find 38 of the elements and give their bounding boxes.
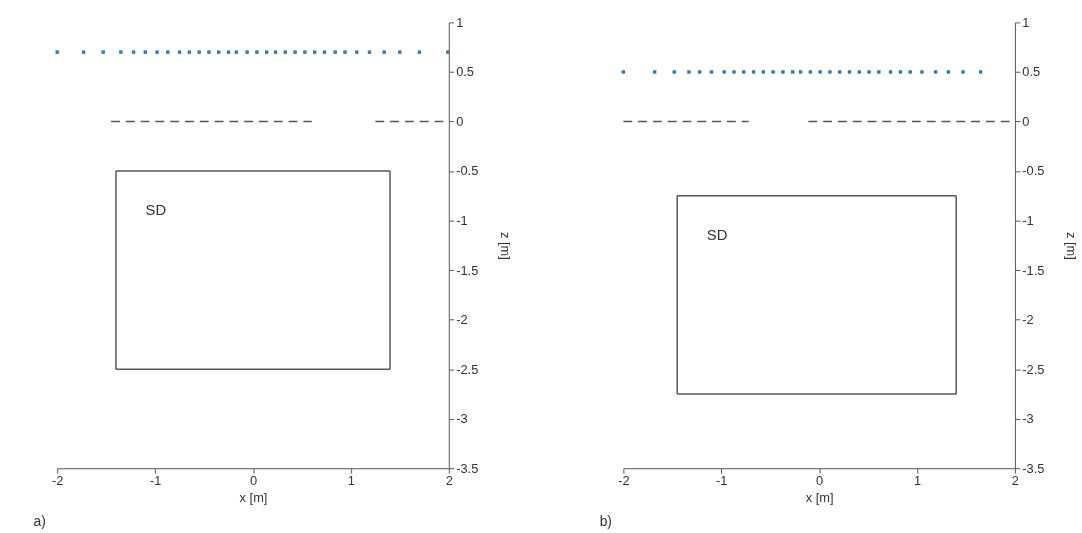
y-tick-label: -1.5: [1022, 262, 1045, 278]
y-tick-label: -3.5: [1022, 460, 1045, 476]
x-tick-label: 0: [816, 473, 824, 489]
x-tick-label: -2: [52, 473, 64, 489]
y-tick-label: -3.5: [456, 460, 479, 476]
y-tick-label: -3: [456, 411, 468, 427]
y-tick-label: -1: [456, 213, 468, 228]
x-tick-label: 1: [347, 473, 355, 489]
y-tick-label: 0.5: [456, 64, 474, 80]
annotation: SD: [145, 202, 167, 219]
y-tick-label: -3: [1022, 411, 1034, 427]
y-tick-label: -0.5: [1022, 163, 1045, 179]
text: b): [599, 514, 612, 530]
x-tick-label: -2: [618, 473, 630, 489]
y-tick-label: 0: [1022, 113, 1030, 129]
y-tick-label: -1: [1022, 213, 1034, 228]
y-tick-label: 0.5: [1022, 64, 1041, 80]
x-tick-label: 2: [445, 473, 453, 489]
text: a): [33, 514, 46, 530]
y-tick-label: 1: [456, 14, 464, 30]
y-tick-label: 1: [1022, 14, 1030, 30]
y-tick-label: -0.5: [456, 163, 479, 179]
x-axis-title: x [m]: [239, 490, 268, 506]
x-tick-label: -1: [149, 473, 162, 489]
x-tick-label: 1: [913, 473, 922, 489]
y-tick-label: 0: [456, 113, 464, 129]
y-tick-label: -2: [456, 312, 468, 328]
x-axis-title: x [m]: [805, 490, 834, 506]
y-tick-label: -2.5: [456, 361, 479, 377]
x-tick-label: -1: [716, 473, 728, 489]
y-axis-title: z [m]: [1064, 231, 1080, 260]
y-tick-label: -2.5: [1022, 361, 1045, 377]
annotation: SD: [706, 227, 728, 244]
y-tick-label: -1.5: [456, 262, 479, 278]
y-tick-label: -2: [1022, 312, 1034, 328]
y-axis-title: z [m]: [497, 231, 513, 260]
x-tick-label: 2: [1011, 473, 1019, 489]
x-tick-label: 0: [249, 473, 258, 489]
